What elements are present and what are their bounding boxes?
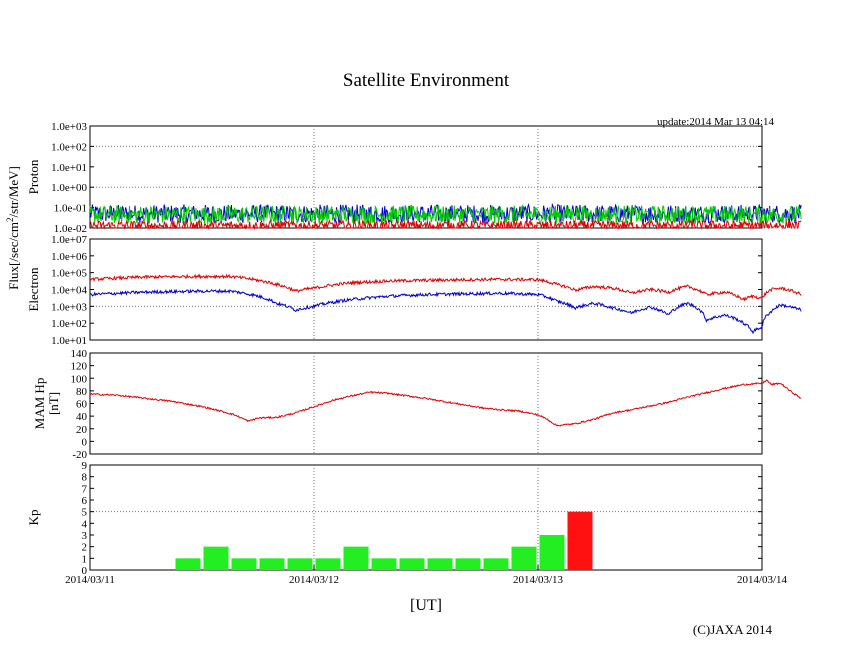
kp-bar-5 xyxy=(315,558,341,570)
ytick-label-proton-0: 1.0e-02 xyxy=(54,223,87,235)
ytick-label-kp-7: 7 xyxy=(82,483,88,495)
ytick-label-electron-6: 1.0e+07 xyxy=(51,234,87,246)
ytick-label-electron-1: 1.0e+02 xyxy=(51,318,87,330)
kp-bar-1 xyxy=(203,546,229,570)
kp-bar-12 xyxy=(511,546,537,570)
x-axis-label: [UT] xyxy=(410,597,442,614)
ytick-label-mam-7: 120 xyxy=(71,361,88,373)
xtick-label-2: 2014/03/13 xyxy=(513,574,564,586)
ytick-label-mam-0: -20 xyxy=(72,449,87,461)
copyright: (C)JAXA 2014 xyxy=(693,622,773,637)
ytick-label-kp-3: 3 xyxy=(82,530,88,542)
kp-bar-14 xyxy=(567,511,593,570)
kp-bar-2 xyxy=(231,558,257,570)
ytick-label-electron-4: 1.0e+05 xyxy=(51,268,87,280)
series-proton-1 xyxy=(89,204,802,225)
panel-frame-proton xyxy=(89,125,763,229)
ytick-label-kp-4: 4 xyxy=(82,518,88,530)
ytick-label-mam-3: 40 xyxy=(76,411,88,423)
ytick-label-kp-2: 2 xyxy=(82,542,88,554)
ytick-label-mam-8: 140 xyxy=(71,348,88,360)
ytick-label-mam-6: 100 xyxy=(71,373,88,385)
kp-bar-0 xyxy=(175,558,201,570)
flux-label-suffix: /str/MeV] xyxy=(6,166,21,217)
kp-bar-7 xyxy=(371,558,397,570)
ytick-label-proton-2: 1.0e+00 xyxy=(51,182,87,194)
ylabel-kp: Kp xyxy=(26,510,41,526)
series-electron-1 xyxy=(89,288,802,335)
ytick-label-kp-8: 8 xyxy=(82,472,88,484)
series-electron-0 xyxy=(89,273,802,302)
ylabel-mam-0: MAM Hp xyxy=(32,378,47,430)
kp-bar-11 xyxy=(483,558,509,570)
xtick-label-0: 2014/03/11 xyxy=(65,574,115,586)
panel-frame-kp xyxy=(89,464,763,571)
ytick-label-electron-0: 1.0e+01 xyxy=(51,335,87,347)
ytick-label-mam-4: 60 xyxy=(76,399,88,411)
ytick-label-proton-5: 1.0e+03 xyxy=(51,121,87,133)
panels-group: 1.0e-021.0e-011.0e+001.0e+011.0e+021.0e+… xyxy=(26,121,802,577)
ytick-label-mam-1: 0 xyxy=(82,436,88,448)
ytick-label-proton-3: 1.0e+01 xyxy=(51,162,87,174)
panel-electron: 1.0e+01 1.0e+02 1.0e+03 1.0e+04 1.0e+05 1.0e+… xyxy=(26,234,802,347)
ylabel-mam-1: [nT] xyxy=(46,392,61,415)
update-timestamp: update:2014 Mar 13 04:14 xyxy=(657,116,775,128)
ylabel-proton: Proton xyxy=(26,159,41,194)
flux-label-sup: 2 xyxy=(5,217,15,222)
series-proton-2 xyxy=(89,218,802,230)
ytick-label-kp-1: 1 xyxy=(82,553,88,565)
series-mam-0 xyxy=(89,379,802,427)
kp-bar-4 xyxy=(287,558,313,570)
kp-bar-6 xyxy=(343,546,369,570)
ytick-label-kp-9: 9 xyxy=(82,460,88,472)
ytick-label-kp-0: 0 xyxy=(82,565,88,577)
ytick-label-mam-5: 80 xyxy=(76,386,88,398)
kp-bar-9 xyxy=(427,558,453,570)
svg-text:Flux[/sec/cm2/str/MeV]: Flux[/sec/cm2/str/MeV] xyxy=(5,166,21,290)
ytick-label-proton-1: 1.0e-01 xyxy=(54,203,87,215)
ylabel-electron: Electron xyxy=(26,267,41,312)
chart-title: Satellite Environment xyxy=(343,70,510,91)
flux-axis-label: Flux[/sec/cm2/str/MeV] xyxy=(5,166,21,290)
ytick-label-proton-4: 1.0e+02 xyxy=(51,141,87,153)
xtick-label-1: 2014/03/12 xyxy=(289,574,339,586)
panel-proton: 1.0e-02 1.0e-01 1.0e+00 1.0e+01 1.0e+02 1.0e+… xyxy=(26,121,802,235)
x-ticks-group: 2014/03/11 2014/03/12 2014/03/13 2014/03/14 xyxy=(65,565,788,586)
ytick-label-kp-5: 5 xyxy=(82,507,88,519)
panel-frame-mam xyxy=(89,352,763,455)
xtick-label-3: 2014/03/14 xyxy=(737,574,788,586)
ytick-label-electron-2: 1.0e+03 xyxy=(51,301,87,313)
ytick-label-electron-5: 1.0e+06 xyxy=(51,251,87,263)
kp-bar-13 xyxy=(539,535,565,570)
ytick-label-mam-2: 20 xyxy=(76,424,88,436)
ytick-label-kp-6: 6 xyxy=(82,495,88,507)
kp-bar-10 xyxy=(455,558,481,570)
kp-bar-3 xyxy=(259,558,285,570)
flux-label-prefix: Flux[/sec/cm xyxy=(6,222,21,290)
ytick-label-electron-3: 1.0e+04 xyxy=(51,285,87,297)
kp-bar-8 xyxy=(399,558,425,570)
